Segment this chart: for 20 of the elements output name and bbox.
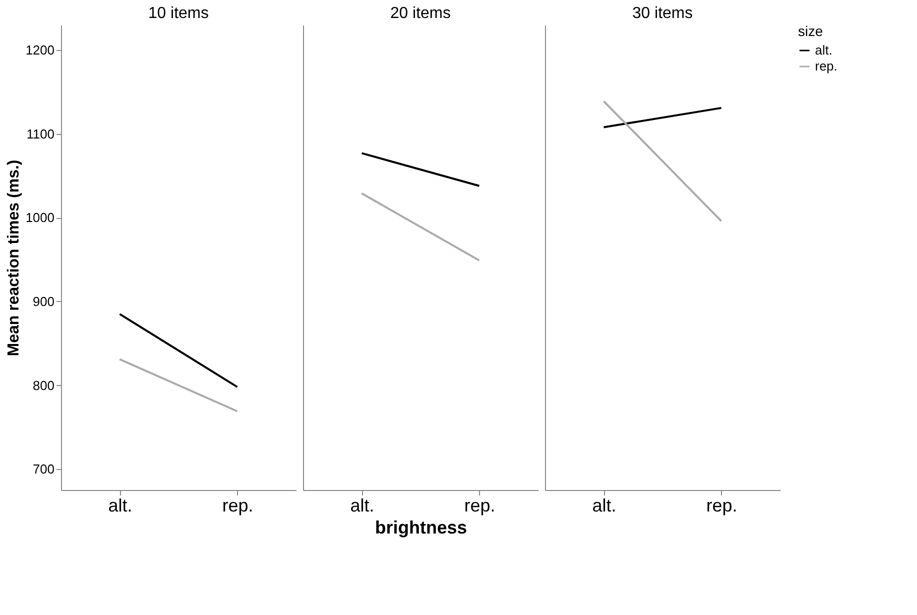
- x-tick-label: alt.: [108, 496, 132, 516]
- y-tick-label: 1000: [26, 210, 54, 226]
- legend-label: alt.: [815, 42, 832, 58]
- x-tick-label: alt.: [592, 496, 616, 516]
- y-tick-label: 700: [32, 462, 54, 477]
- x-axis-title: brightness: [374, 518, 468, 538]
- y-tick-label: 900: [32, 294, 54, 309]
- x-tick-label: rep.: [706, 496, 738, 516]
- legend-label: rep.: [815, 58, 838, 74]
- y-tick-label: 1100: [26, 126, 54, 142]
- y-tick-label: 800: [32, 378, 54, 393]
- chart-title: 10 items: [148, 5, 209, 22]
- x-tick-label: rep.: [464, 496, 496, 516]
- y-axis-title: Mean reaction times (ms.): [6, 160, 23, 356]
- legend-title: size: [798, 23, 824, 39]
- chart-title: 30 items: [632, 5, 693, 22]
- chart-title: 20 items: [390, 5, 451, 22]
- y-tick-label: 1200: [26, 42, 54, 58]
- x-tick-label: alt.: [350, 496, 374, 516]
- x-tick-label: rep.: [222, 496, 254, 516]
